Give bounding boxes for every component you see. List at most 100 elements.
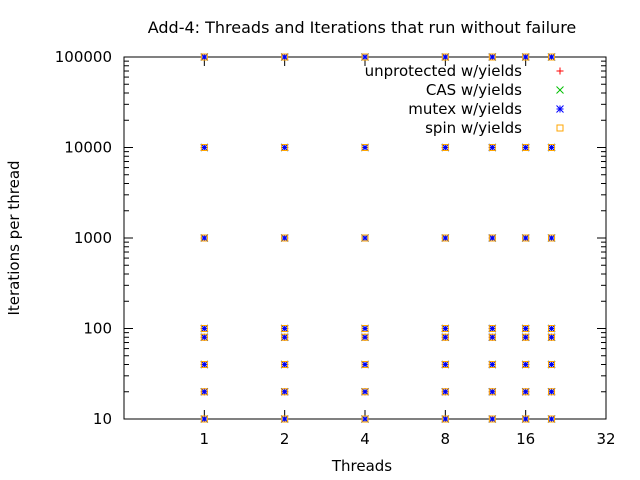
data-point [361, 388, 369, 396]
data-point [280, 387, 289, 396]
data-point [361, 415, 369, 423]
data-point [200, 387, 209, 396]
data-point [547, 387, 556, 396]
data-point [488, 333, 497, 342]
data-point [200, 53, 208, 61]
data-point [488, 361, 496, 369]
data-point [548, 415, 556, 423]
data-point [361, 234, 369, 242]
data-point [361, 333, 369, 342]
data-point [522, 388, 530, 396]
data-point [521, 387, 530, 396]
x-tick-label: 2 [280, 430, 290, 448]
x-tick-label: 16 [516, 430, 535, 448]
data-point [548, 333, 556, 341]
data-point [441, 333, 449, 341]
data-point [441, 143, 450, 152]
data-point [200, 234, 209, 242]
legend-marker [556, 86, 564, 94]
data-point [281, 144, 289, 151]
data-point [281, 234, 289, 242]
data-point [548, 325, 556, 332]
data-point [280, 143, 289, 152]
data-point [488, 325, 496, 332]
data-point [200, 234, 208, 242]
data-point [488, 234, 496, 242]
x-tick-label: 32 [596, 430, 615, 448]
data-point [547, 333, 556, 342]
data-point [281, 53, 289, 61]
data-point [441, 234, 449, 242]
data-point [522, 333, 530, 341]
legend-label: unprotected w/yields [365, 62, 523, 80]
x-tick-label: 8 [441, 430, 451, 448]
data-point [547, 234, 556, 242]
data-point [488, 324, 497, 333]
data-point [488, 360, 497, 369]
data-point [548, 361, 556, 369]
axis-tick-labels: 10 100 1000 10000 100000 1 2 4 8 16 32 [55, 48, 616, 448]
data-point [441, 53, 449, 61]
data-point [441, 324, 450, 333]
data-point [441, 144, 449, 151]
data-point [522, 234, 530, 242]
legend-marker [556, 67, 564, 75]
data-point [522, 325, 530, 332]
data-point [361, 53, 369, 61]
data-point [280, 324, 289, 333]
data-point [548, 388, 556, 396]
data-point [200, 388, 208, 396]
data-point [361, 387, 369, 396]
data-point [361, 333, 369, 341]
data-point [200, 415, 208, 423]
data-point [361, 53, 369, 61]
data-point [441, 415, 449, 423]
data-point [280, 234, 289, 242]
data-point [441, 361, 449, 369]
legend-marker [556, 105, 564, 113]
data-point [488, 234, 497, 242]
y-tick-label: 100 [83, 320, 112, 338]
legend-marker [556, 124, 564, 132]
data-point [488, 53, 497, 61]
data-point [548, 144, 556, 151]
data-point [521, 333, 530, 342]
data-point [488, 415, 496, 423]
data-point [200, 333, 208, 341]
data-point [281, 333, 289, 341]
y-tick-label: 10000 [64, 139, 112, 157]
x-tick-label: 4 [360, 430, 370, 448]
data-point [488, 387, 497, 396]
data-point [522, 415, 530, 423]
data-point [200, 360, 209, 369]
y-tick-label: 1000 [74, 229, 112, 247]
chart-title: Add-4: Threads and Iterations that run w… [148, 18, 577, 37]
data-point [522, 53, 530, 61]
data-point [200, 415, 209, 423]
data-point [441, 360, 450, 369]
data-point [441, 333, 450, 342]
x-tick-label: 1 [200, 430, 210, 448]
data-point [521, 234, 530, 242]
y-tick-label: 10 [93, 410, 112, 428]
data-point [200, 333, 209, 342]
x-axis-label: Threads [331, 457, 392, 475]
legend-label: mutex w/yields [408, 100, 522, 118]
data-point [280, 415, 289, 423]
data-point [488, 415, 497, 423]
data-point [488, 333, 496, 341]
data-point [547, 53, 556, 61]
legend-label: CAS w/yields [426, 81, 522, 99]
data-point [280, 53, 289, 61]
series-square [200, 53, 556, 423]
data-point [361, 325, 369, 332]
data-point [488, 53, 496, 61]
data-points [200, 53, 556, 423]
data-point [547, 324, 556, 333]
data-point [441, 387, 450, 396]
data-point [441, 415, 450, 423]
data-point [281, 325, 289, 332]
series-star [200, 53, 556, 423]
data-point [521, 53, 530, 61]
